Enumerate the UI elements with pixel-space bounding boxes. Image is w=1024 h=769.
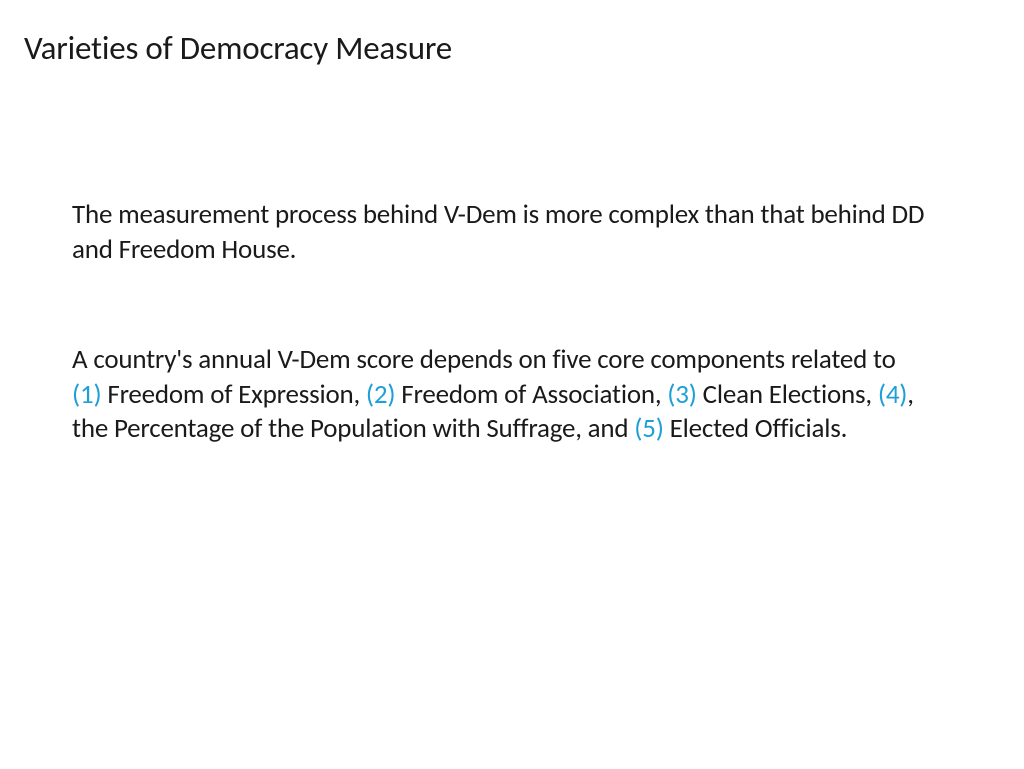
number-4: (4): [878, 378, 907, 411]
page-title: Varieties of Democracy Measure: [24, 28, 1000, 68]
p2-t5: Elected Officials.: [664, 412, 847, 445]
p2-lead: A country's annual V-Dem score depends o…: [72, 343, 896, 376]
p2-t2: Freedom of Association,: [395, 378, 667, 411]
number-3: (3): [667, 378, 696, 411]
body-content: The measurement process behind V-Dem is …: [24, 198, 1000, 447]
number-5: (5): [634, 412, 663, 445]
slide-container: Varieties of Democracy Measure The measu…: [0, 0, 1024, 769]
paragraph-1: The measurement process behind V-Dem is …: [72, 198, 930, 267]
p2-t3: Clean Elections,: [697, 378, 878, 411]
number-1: (1): [72, 378, 101, 411]
p2-t1: Freedom of Expression,: [101, 378, 365, 411]
paragraph-2: A country's annual V-Dem score depends o…: [72, 343, 930, 447]
number-2: (2): [366, 378, 395, 411]
